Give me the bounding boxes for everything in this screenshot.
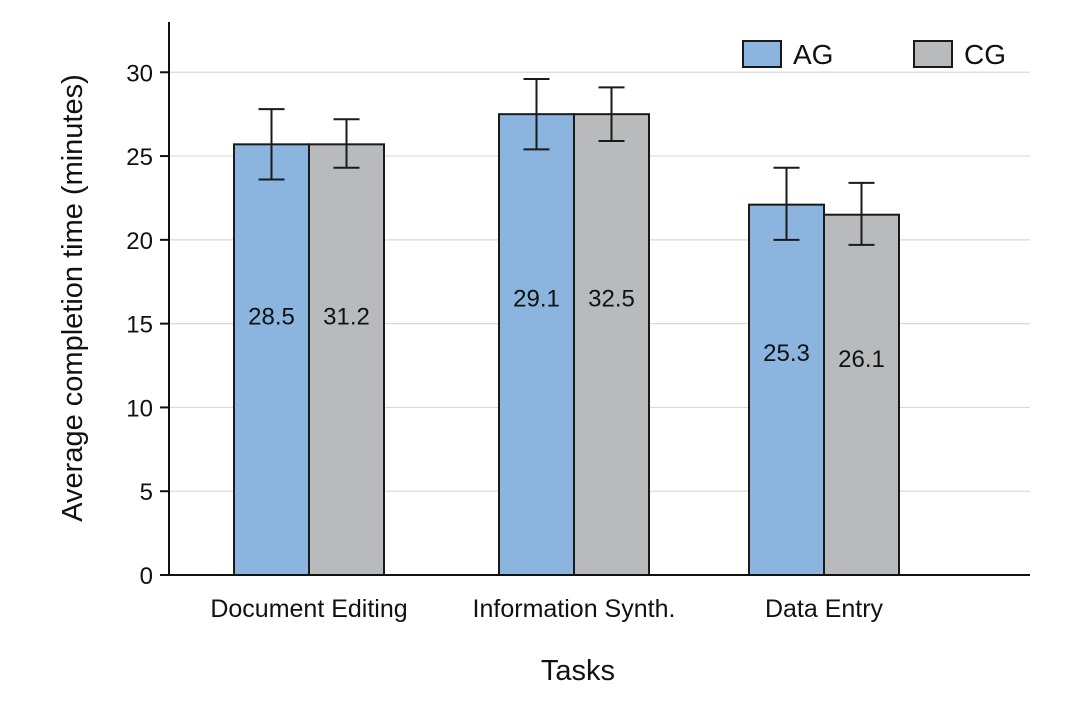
y-tick-label: 20 xyxy=(126,228,153,255)
bar xyxy=(233,143,310,577)
legend: AG CG xyxy=(742,39,1006,70)
x-tick-label: Document Editing xyxy=(210,595,407,623)
data-label: 31.2 xyxy=(323,304,370,331)
legend-label: CG xyxy=(964,39,1006,70)
y-tick-label: 30 xyxy=(126,60,153,87)
y-ticks: 0 5 10 15 20 25 30 xyxy=(126,60,169,590)
legend-label: AG xyxy=(793,39,833,70)
x-axis-title: Tasks xyxy=(541,655,615,687)
y-axis-title: Average completion time (minutes) xyxy=(57,74,89,522)
bar xyxy=(308,143,385,577)
axes xyxy=(168,22,1030,576)
legend-swatch xyxy=(742,40,782,68)
bar xyxy=(748,203,825,577)
y-tick-label: 15 xyxy=(126,312,153,339)
data-label: 29.1 xyxy=(513,286,560,313)
bar xyxy=(498,113,575,577)
x-ticks: Document Editing Information Synth. Data E… xyxy=(210,595,883,623)
y-tick-label: 10 xyxy=(126,395,153,422)
legend-swatch xyxy=(913,40,953,68)
data-label: 28.5 xyxy=(248,304,295,331)
x-tick-label: Information Synth. xyxy=(473,595,676,623)
data-label: 25.3 xyxy=(763,340,810,367)
data-label: 26.1 xyxy=(838,346,885,373)
bar xyxy=(823,213,900,576)
bar xyxy=(573,113,650,577)
bars xyxy=(233,77,900,577)
y-tick-label: 25 xyxy=(126,144,153,171)
data-label: 32.5 xyxy=(588,286,635,313)
y-tick-label: 5 xyxy=(140,479,153,506)
y-tick-label: 0 xyxy=(140,563,153,590)
x-tick-label: Data Entry xyxy=(765,595,884,623)
data-labels: 28.5 31.2 29.1 32.5 25.3 26.1 xyxy=(248,286,885,373)
